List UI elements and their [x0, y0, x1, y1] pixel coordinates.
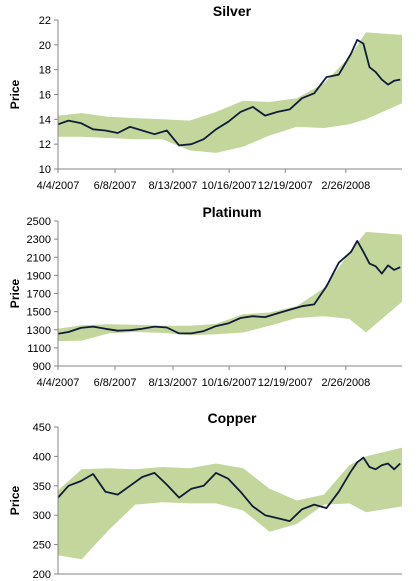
silver-y-tick-label: 12: [39, 139, 51, 151]
copper-y-label: Price: [8, 485, 22, 515]
platinum-x-tick-label: 8/13/2007: [148, 377, 197, 389]
platinum-y-tick-label: 900: [33, 361, 51, 373]
platinum-band: [58, 231, 402, 342]
copper-y-tick-label: 400: [33, 451, 51, 463]
platinum-title: Platinum: [202, 204, 261, 220]
silver-y-tick-label: 20: [39, 40, 51, 52]
platinum-y-tick-label: 2300: [27, 234, 51, 246]
copper-y-tick-label: 450: [33, 422, 51, 434]
platinum-x-tick-label: 12/19/2007: [258, 377, 313, 389]
silver-x-tick-label: 6/8/2007: [94, 180, 137, 192]
copper-y-tick-label: 250: [33, 540, 51, 552]
platinum-y-tick-label: 1900: [27, 270, 51, 282]
silver-price-line: [57, 39, 401, 147]
copper-chart: 200 250 300 350 400 450 Copper Price: [8, 410, 402, 581]
platinum-x-tick-label: 10/16/2007: [202, 377, 257, 389]
copper-band: [58, 447, 402, 560]
platinum-price-line: [57, 240, 401, 335]
platinum-y-tick-label: 2500: [27, 216, 51, 228]
copper-y-tick-label: 200: [33, 569, 51, 581]
platinum-y-tick-label: 1300: [27, 325, 51, 337]
silver-x-tick-label: 12/19/2007: [258, 180, 313, 192]
silver-x-tick-label: 2/26/2008: [321, 180, 370, 192]
silver-y-tick-label: 18: [39, 65, 51, 77]
platinum-y-tick-label: 1700: [27, 289, 51, 301]
silver-x-tick-label: 10/16/2007: [202, 180, 257, 192]
copper-y-tick-label: 300: [33, 510, 51, 522]
copper-price-line: [57, 456, 401, 522]
platinum-y-label: Price: [8, 278, 22, 308]
platinum-x-tick-label: 6/8/2007: [94, 377, 137, 389]
platinum-y-tick-label: 2100: [27, 252, 51, 264]
silver-y-tick-label: 16: [39, 90, 51, 102]
platinum-y-tick-label: 1500: [27, 307, 51, 319]
silver-y-tick-label: 10: [39, 164, 51, 176]
silver-x-tick-label: 8/13/2007: [148, 180, 197, 192]
copper-title: Copper: [208, 410, 258, 426]
platinum-y-tick-label: 1100: [27, 343, 51, 355]
platinum-x-tick-label: 4/4/2007: [37, 377, 80, 389]
silver-band: [58, 32, 402, 153]
silver-y-tick-label: 22: [39, 15, 51, 27]
platinum-x-tick-label: 2/26/2008: [321, 377, 370, 389]
silver-title: Silver: [213, 3, 252, 19]
silver-y-label: Price: [8, 79, 22, 109]
silver-y-tick-label: 14: [39, 114, 51, 126]
silver-x-tick-label: 4/4/2007: [37, 180, 80, 192]
platinum-chart: 900 1100 1300 1500 1700 1900 2100 2300 2500 4/4/2…: [8, 204, 402, 389]
silver-chart: 10 12 14 16 18 20 22 4/4/2007 6/8/2007 8/13/2007 1…: [8, 3, 402, 192]
copper-y-tick-label: 350: [33, 481, 51, 493]
